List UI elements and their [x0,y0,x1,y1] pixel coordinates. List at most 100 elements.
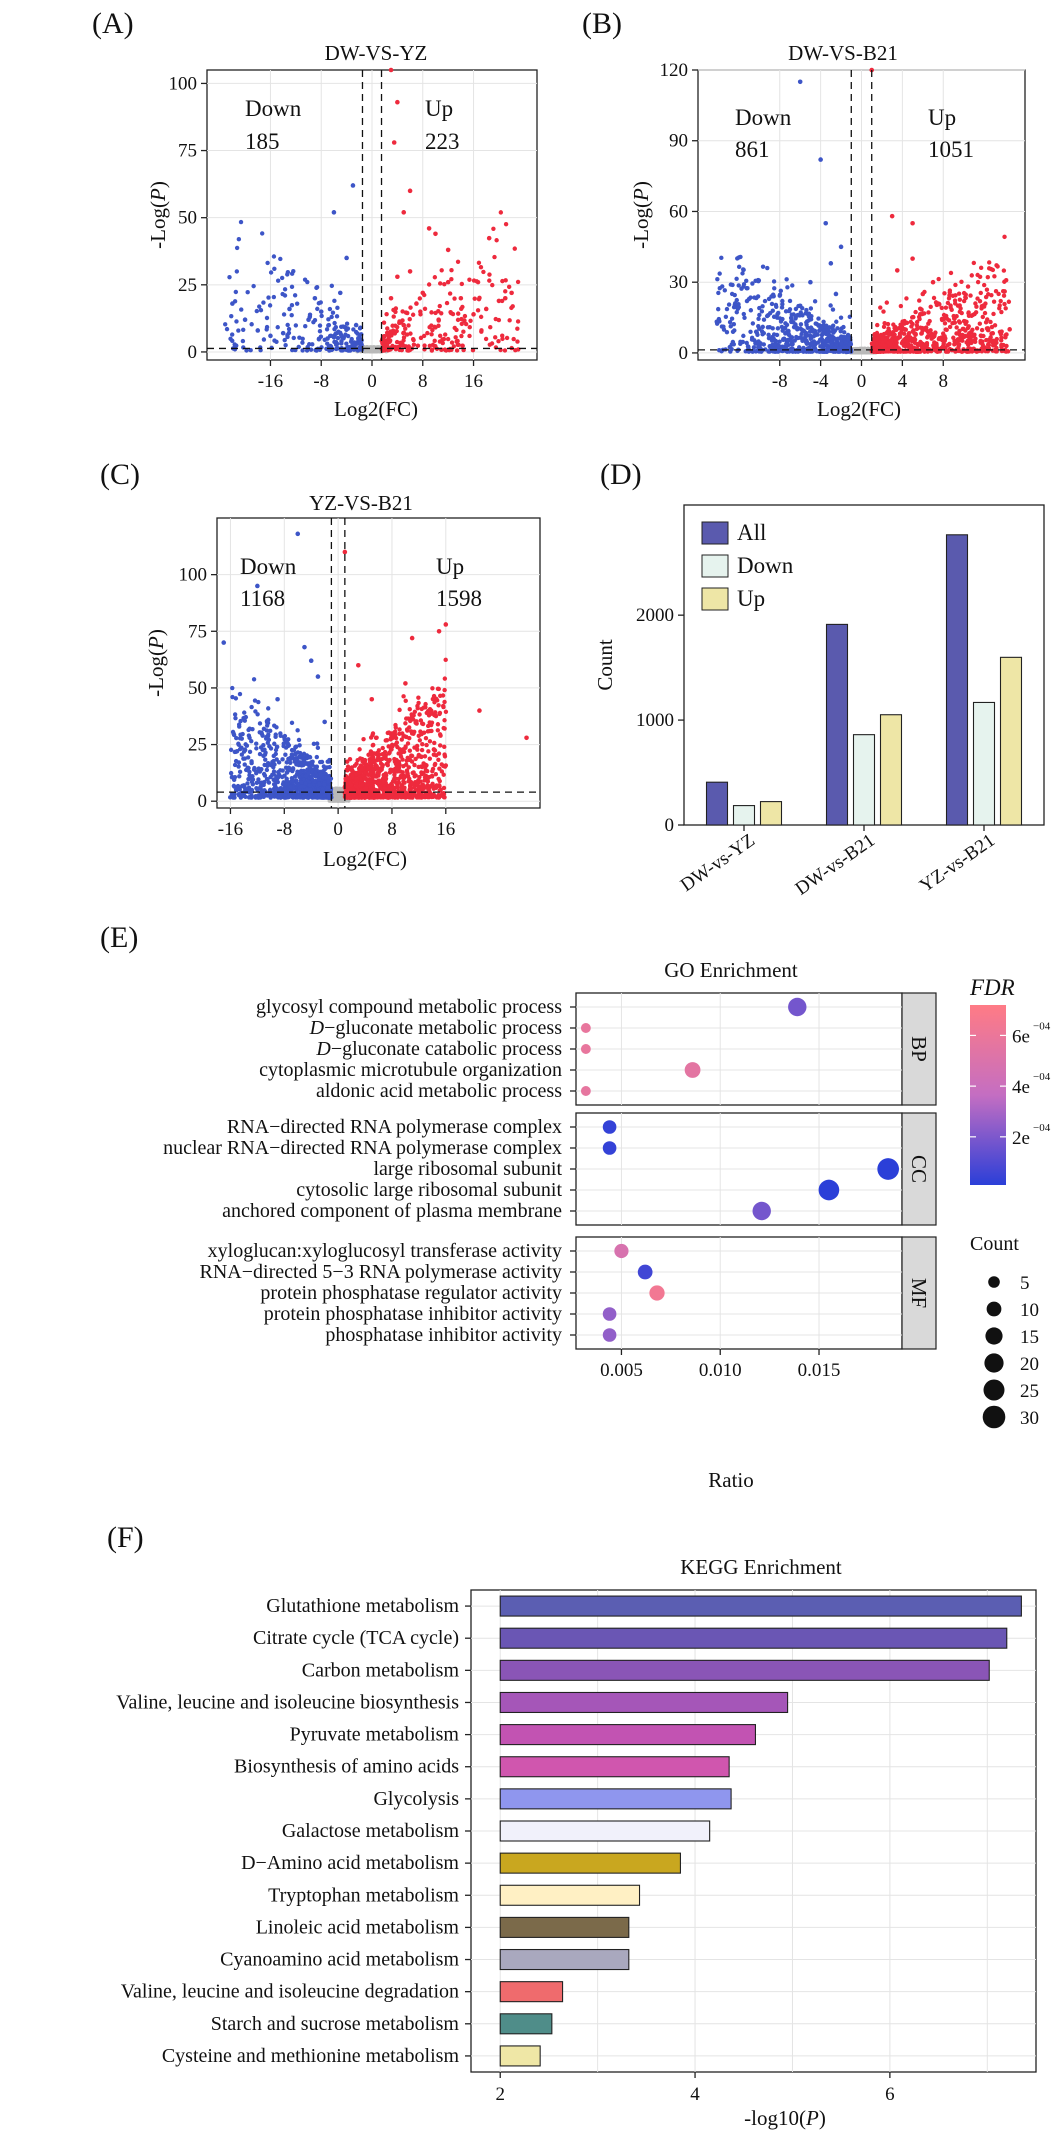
down-point [806,345,812,351]
down-point [239,307,244,312]
down-point [838,315,844,320]
down-point [272,266,277,271]
up-point [415,343,421,348]
down-point [245,755,251,760]
down-point [265,733,271,739]
down-point [771,342,777,348]
up-point [422,347,427,352]
down-point [318,759,323,765]
up-point [407,316,412,322]
up-point [407,707,412,712]
up-point [908,319,914,325]
down-point [261,753,266,759]
down-point [248,795,253,800]
down-point [797,79,803,85]
up-point [370,731,376,736]
down-point [271,294,277,300]
down-point [228,336,233,341]
down-point [837,346,842,352]
down-point [303,324,308,329]
down-point [267,303,273,308]
down-point [749,337,755,342]
up-point [475,308,481,313]
up-point [487,342,493,347]
up-point [370,743,376,748]
up-point [885,321,891,327]
up-point [408,331,413,336]
down-point [230,301,235,306]
down-point [346,345,351,350]
down-point [230,792,235,798]
down-point [753,278,758,283]
down-point [257,304,262,309]
down-point [318,309,324,314]
down-point [271,769,277,774]
down-point [789,312,794,317]
down-point [334,330,340,336]
up-point [454,339,459,344]
up-point [894,268,900,273]
down-point [326,323,331,328]
down-point [276,774,281,780]
down-point [317,781,322,787]
down-point [761,317,767,322]
up-point [388,295,394,301]
down-point [232,342,237,347]
up-point [468,318,473,323]
up-point [424,742,429,748]
down-point [325,336,330,341]
down-point [316,787,321,793]
up-point [515,319,521,324]
down-point [841,324,846,330]
down-point [350,183,356,188]
up-point [920,291,926,297]
down-point [806,314,812,319]
up-point [381,320,387,325]
up-point [980,314,985,320]
up-point [439,311,444,316]
down-point [281,312,287,317]
down-point [344,341,349,346]
up-point [455,259,461,264]
down-point [246,733,252,738]
up-point [496,338,501,344]
ns-point [369,349,374,354]
down-point [237,774,242,779]
up-point [357,747,362,752]
down-point [265,740,271,746]
down-point [332,298,337,304]
up-point [397,319,402,324]
down-point [282,337,287,343]
down-point [847,342,852,347]
up-point [1003,335,1008,340]
up-point [368,735,374,740]
down-point [798,326,803,331]
up-point [352,763,358,768]
volcano-a-xtick-label: -16 [258,371,283,392]
up-point [990,348,996,353]
down-point [766,349,771,354]
up-point [957,328,962,334]
up-point [429,348,435,353]
up-point [977,321,983,326]
down-point [791,320,796,325]
volcano-b-threshold-lines [698,70,1025,360]
down-point [334,314,340,319]
up-point [917,298,922,303]
up-point [994,336,999,342]
up-point [439,769,445,774]
down-point [289,720,295,726]
down-point [358,325,363,330]
up-point [881,331,887,337]
down-point [770,326,775,331]
up-point [347,756,353,762]
down-point [795,335,800,341]
down-point [717,285,722,291]
ns-point [339,797,344,802]
up-point [910,329,915,334]
up-point [390,735,395,741]
down-point [322,782,327,787]
up-point [406,323,411,328]
